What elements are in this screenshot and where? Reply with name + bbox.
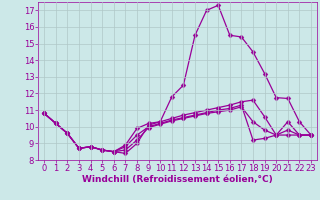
X-axis label: Windchill (Refroidissement éolien,°C): Windchill (Refroidissement éolien,°C) — [82, 175, 273, 184]
